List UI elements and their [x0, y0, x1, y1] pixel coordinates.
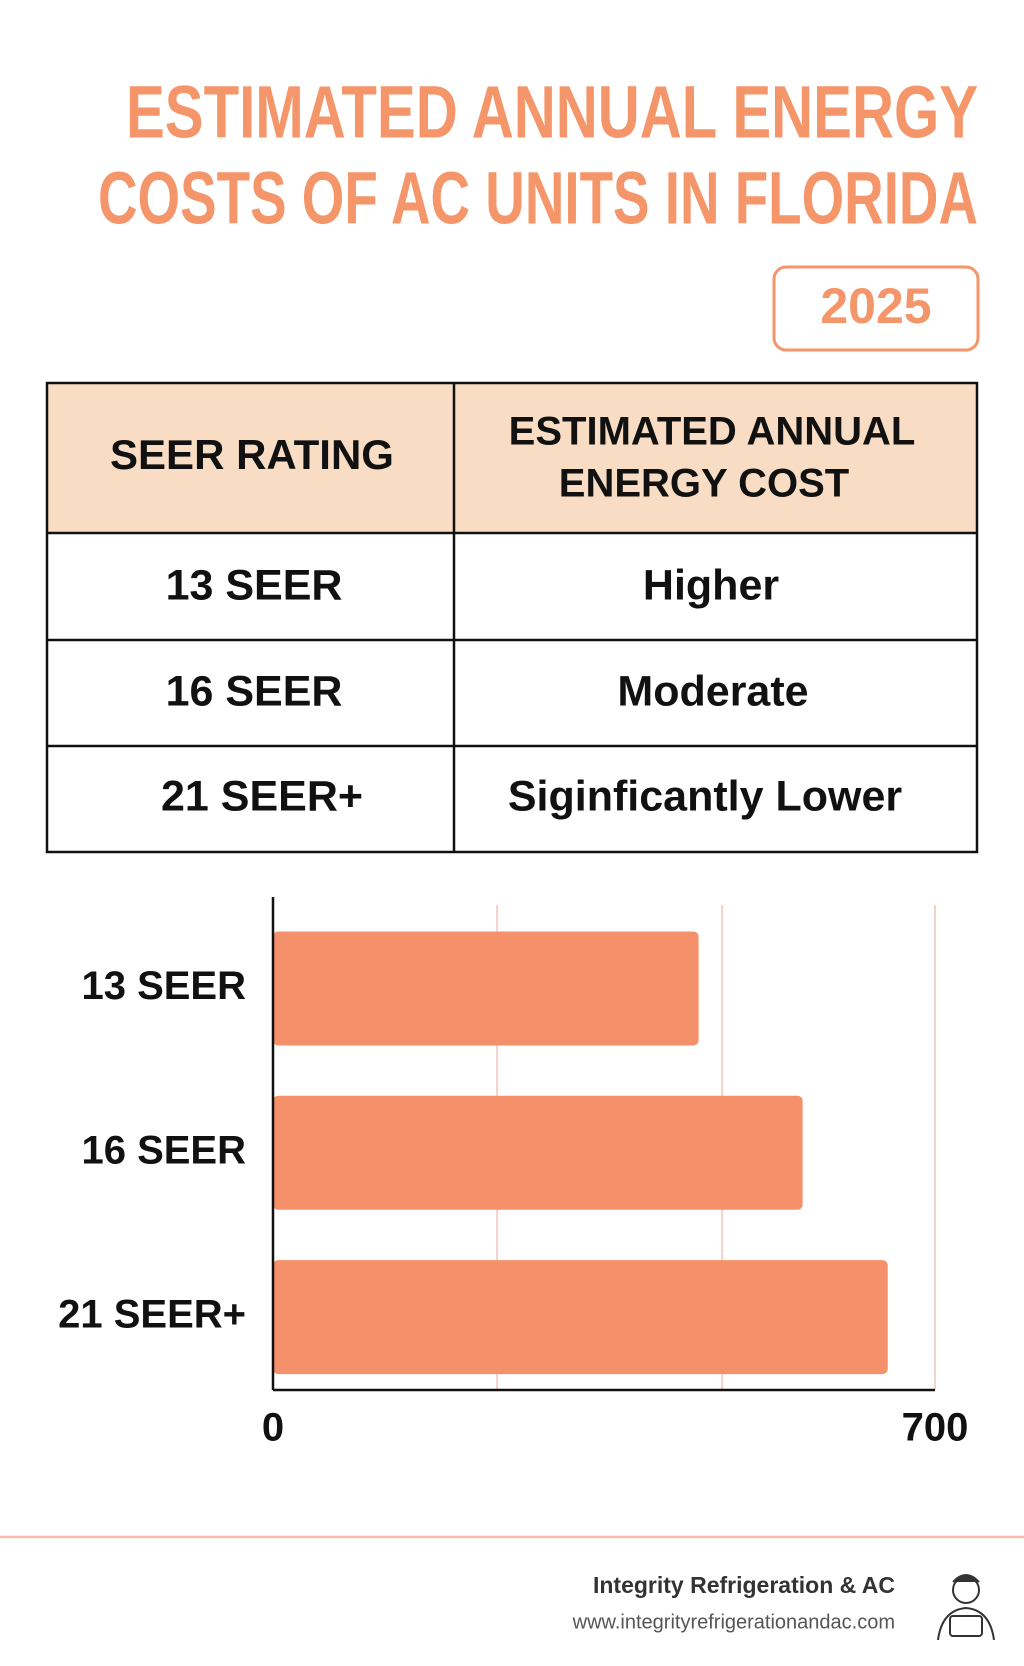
- y-tick-label: 21 SEER+: [58, 1293, 246, 1337]
- table-cell: 16 SEER: [166, 667, 343, 715]
- y-tick-label: 16 SEER: [81, 1128, 246, 1172]
- year-badge-text: 2025: [820, 278, 931, 334]
- table-cell: 21 SEER+: [161, 772, 363, 820]
- table-header: SEER RATING: [110, 431, 394, 478]
- company-name: Integrity Refrigeration & AC: [593, 1572, 895, 1598]
- bar-chart: 0 700 13 SEER 16 SEER 21 SEER+: [58, 897, 968, 1450]
- table-border: [45, 381, 979, 854]
- company-url: www.integrityrefrigerationandac.com: [572, 1611, 895, 1633]
- y-tick-label: 13 SEER: [81, 964, 246, 1008]
- table-header: ESTIMATED ANNUAL: [509, 410, 916, 454]
- technician-icon: [937, 1574, 995, 1641]
- year-badge: [772, 265, 980, 352]
- table: SEER RATING ESTIMATED ANNUAL ENERGY COST…: [45, 381, 979, 854]
- title-line: ESTIMATED ANNUAL ENERGY: [126, 71, 978, 154]
- title-line: COSTS OF AC UNITS IN FLORIDA: [98, 157, 978, 240]
- bar: [273, 1260, 888, 1375]
- table-cell: Moderate: [617, 667, 808, 715]
- bar: [273, 931, 699, 1046]
- table-header-bg: [47, 383, 977, 533]
- x-tick-label: 0: [262, 1406, 284, 1450]
- x-tick-label: 700: [902, 1406, 969, 1450]
- bar: [273, 1095, 803, 1210]
- table-cell: Siginficantly Lower: [508, 772, 902, 820]
- table-cell: 13 SEER: [166, 561, 343, 609]
- table-header: ENERGY COST: [559, 462, 849, 506]
- table-cell: Higher: [643, 561, 779, 609]
